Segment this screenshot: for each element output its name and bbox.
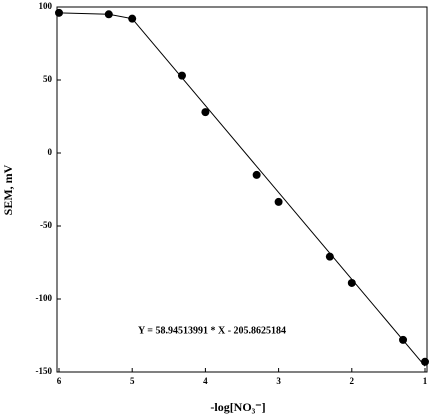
data-point [421,357,429,366]
fit-line [58,12,426,367]
x-tick-label: 4 [203,376,208,386]
y-tick-label: 0 [48,147,53,157]
data-point [201,108,210,117]
x-tick-label: 5 [130,376,135,386]
data-point [399,335,408,344]
data-point [252,170,261,179]
y-axis-title: SEM, mV [1,164,15,215]
y-tick-label: -150 [36,366,53,376]
x-tick-label: 3 [276,376,281,386]
plot-frame [56,6,428,373]
data-point [325,252,334,261]
y-tick-label: -50 [40,220,52,230]
y-tick-label: 50 [43,74,53,84]
x-tick-label: 6 [57,376,62,386]
x-tick-label: 2 [350,376,355,386]
data-point [104,10,113,19]
data-point [347,278,356,287]
equation: Y = 58.94513991 * X - 205.8625184 [138,325,286,336]
x-tick-label: 1 [423,376,428,386]
x-axis-title: -log[NO₃⁻] [210,400,265,414]
data-point [274,197,283,206]
data-point [177,71,186,80]
data-point [128,14,137,23]
data-point [55,8,63,17]
y-tick-label: -100 [36,293,53,303]
y-tick-label: 100 [39,1,53,11]
